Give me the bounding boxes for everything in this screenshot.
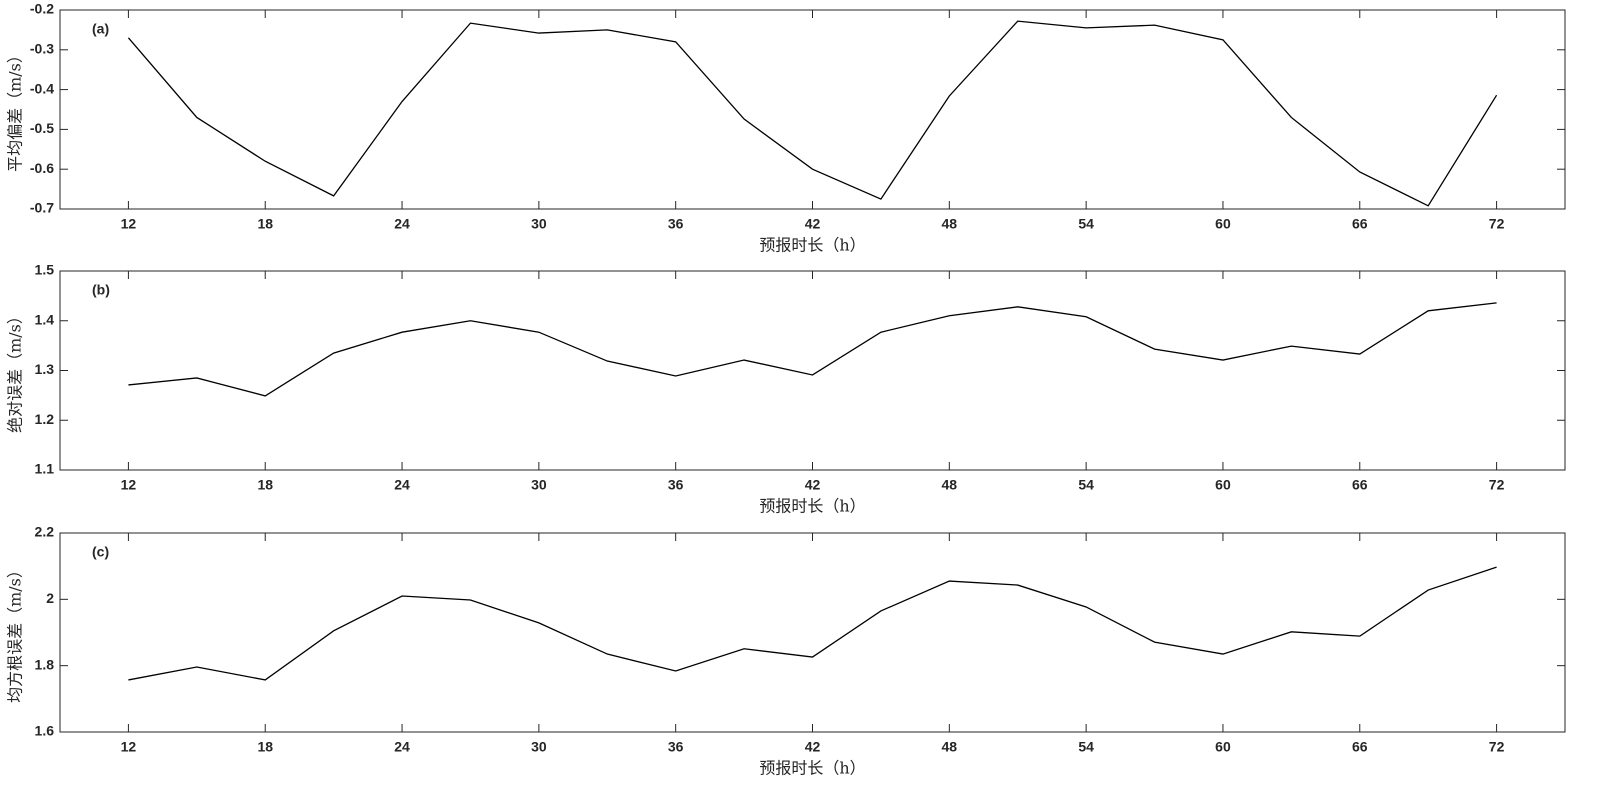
x-tick-label: 12 [121, 739, 137, 755]
y-tick-label: 2.2 [35, 524, 55, 540]
x-tick-label: 48 [942, 739, 958, 755]
x-tick-label: 42 [805, 739, 821, 755]
x-tick-label: 36 [668, 739, 684, 755]
x-tick-label: 24 [394, 739, 410, 755]
x-tick-label: 24 [394, 216, 410, 232]
x-tick-label: 60 [1215, 739, 1231, 755]
x-tick-label: 24 [394, 477, 410, 493]
x-tick-label: 48 [942, 216, 958, 232]
panel-label: (c) [92, 544, 109, 560]
x-tick-label: 30 [531, 739, 547, 755]
x-tick-label: 12 [121, 216, 137, 232]
y-axis-label: 绝对误差（m/s） [6, 308, 25, 433]
x-tick-label: 60 [1215, 477, 1231, 493]
x-tick-label: 42 [805, 477, 821, 493]
x-tick-label: 30 [531, 477, 547, 493]
x-axis-label: 预报时长（h） [759, 759, 865, 778]
y-tick-label: 1.3 [35, 361, 55, 377]
y-tick-label: 1.4 [35, 311, 55, 327]
x-tick-label: 66 [1352, 739, 1368, 755]
x-tick-label: 54 [1078, 477, 1094, 493]
x-tick-label: 54 [1078, 739, 1094, 755]
data-line [128, 302, 1497, 397]
x-tick-label: 18 [257, 739, 273, 755]
x-tick-label: 42 [805, 216, 821, 232]
y-axis-label: 均方根误差（m/s） [6, 562, 25, 703]
plot-frame [59, 9, 1566, 210]
y-tick-label: 1.6 [35, 723, 55, 739]
x-tick-label: 72 [1489, 477, 1505, 493]
x-tick-label: 66 [1352, 216, 1368, 232]
x-axis-label: 预报时长（h） [759, 497, 865, 516]
y-axis-label: 平均偏差（m/s） [6, 47, 25, 172]
x-tick-label: 60 [1215, 216, 1231, 232]
y-tick-label: 1.1 [35, 461, 55, 477]
x-tick-label: 18 [257, 477, 273, 493]
x-tick-label: 72 [1489, 739, 1505, 755]
x-tick-label: 12 [121, 477, 137, 493]
x-tick-label: 72 [1489, 216, 1505, 232]
data-line [128, 566, 1497, 681]
y-tick-label: -0.5 [30, 120, 54, 136]
data-line [127, 20, 1498, 207]
plot-frame [59, 532, 1566, 733]
y-tick-label: -0.4 [30, 80, 54, 96]
y-tick-label: -0.6 [30, 160, 54, 176]
x-tick-label: 48 [942, 477, 958, 493]
x-tick-label: 66 [1352, 477, 1368, 493]
x-tick-label: 36 [668, 216, 684, 232]
y-tick-label: 1.8 [35, 656, 55, 672]
y-tick-label: -0.7 [30, 200, 54, 216]
x-tick-label: 36 [668, 477, 684, 493]
x-tick-label: 54 [1078, 216, 1094, 232]
x-axis-label: 预报时长（h） [759, 236, 865, 255]
y-tick-label: 2 [46, 590, 54, 606]
plot-frame [59, 270, 1566, 471]
y-tick-label: 1.2 [35, 411, 55, 427]
y-tick-label: -0.3 [30, 41, 54, 57]
y-tick-label: -0.2 [30, 1, 54, 17]
panel-label: (b) [92, 282, 110, 298]
panel-label: (a) [92, 21, 109, 37]
x-tick-label: 18 [257, 216, 273, 232]
y-tick-label: 1.5 [35, 262, 55, 278]
x-tick-label: 30 [531, 216, 547, 232]
